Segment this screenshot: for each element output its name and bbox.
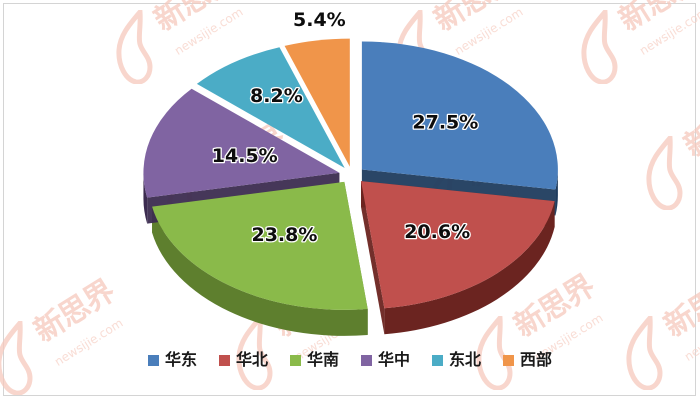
legend-item-label: 东北 xyxy=(449,350,482,369)
pie-slice-label-华东: 27.5% xyxy=(412,111,478,133)
pie-slice-side-华北 xyxy=(384,201,555,335)
pie-labels: 27.5% 20.6% 23.8% 14.5% 8.2% 5.4% xyxy=(210,8,479,248)
legend-swatch-icon xyxy=(361,354,372,366)
legend-swatch-icon xyxy=(432,354,444,366)
legend-swatch-icon xyxy=(218,354,230,366)
pie-slice-华北 xyxy=(361,181,555,309)
pie-slice-cut-华北 xyxy=(361,181,385,335)
legend-item-label: 华东 xyxy=(164,350,197,369)
pie-tops xyxy=(143,38,558,310)
legend-item-华东[interactable]: 华东 xyxy=(147,350,197,369)
pie-slice-label-华南: 23.8% xyxy=(251,224,317,246)
legend-item-label: 华北 xyxy=(235,350,268,369)
legend-swatch-icon xyxy=(503,354,515,366)
legend-item-华中[interactable]: 华中 xyxy=(361,352,410,368)
pie-slice-华东 xyxy=(361,41,558,190)
pie-slice-西部 xyxy=(284,38,350,167)
chart-legend: 华东 华北 华南 华中 东北 西部 xyxy=(0,352,700,368)
legend-item-label: 西部 xyxy=(520,350,553,369)
pie-chart-area: 27.5% 20.6% 23.8% 14.5% 8.2% 5.4% xyxy=(143,8,558,336)
pie-slice-华南 xyxy=(152,181,368,310)
pie-slice-label-华北: 20.6% xyxy=(404,221,470,243)
legend-item-西部[interactable]: 西部 xyxy=(503,352,552,368)
legend-item-东北[interactable]: 东北 xyxy=(432,352,481,368)
pie-slice-label-西部: 5.4% xyxy=(293,9,346,31)
legend-item-label: 华中 xyxy=(378,350,411,369)
legend-swatch-icon xyxy=(147,354,159,366)
pie-chart-svg: 27.5% 20.6% 23.8% 14.5% 8.2% 5.4% xyxy=(143,8,558,336)
pie-slice-side-华东 xyxy=(555,169,558,216)
legend-swatch-icon xyxy=(289,354,301,366)
legend-item-华北[interactable]: 华北 xyxy=(218,350,268,369)
pie-slice-label-东北: 8.2% xyxy=(250,85,303,107)
pie-slice-label-华中: 14.5% xyxy=(212,145,278,167)
pie-slice-side-华中 xyxy=(143,172,148,224)
pie-slice-华中 xyxy=(143,88,340,198)
pie-slice-side-华南 xyxy=(152,206,368,336)
pie-slice-东北 xyxy=(196,47,345,168)
legend-item-华南[interactable]: 华南 xyxy=(289,350,339,369)
legend-item-label: 华南 xyxy=(306,350,339,369)
